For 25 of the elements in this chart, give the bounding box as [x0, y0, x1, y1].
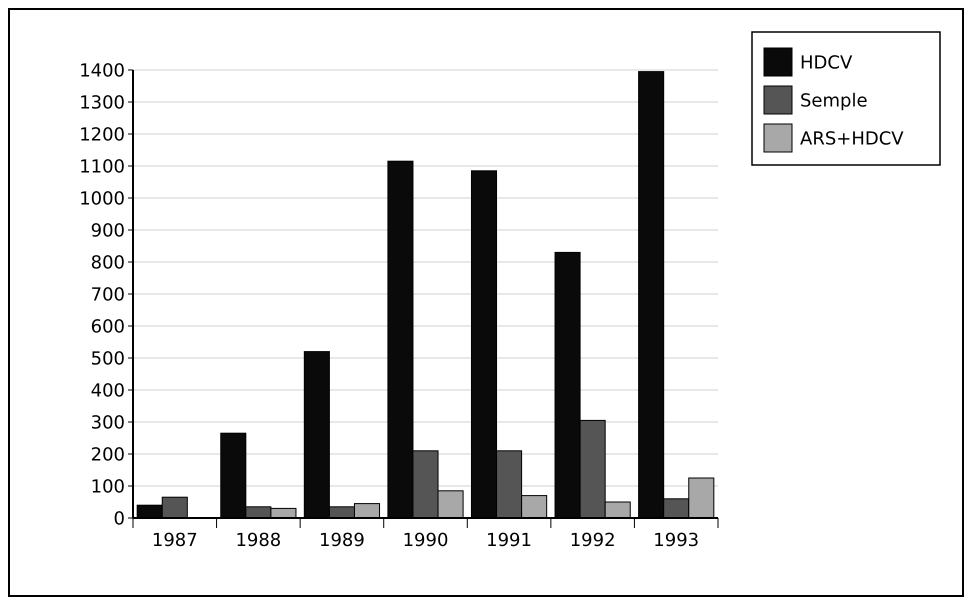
- x-tick-label: 1988: [235, 530, 282, 551]
- x-tick-label: 1989: [319, 530, 365, 551]
- y-tick-label: 0: [114, 508, 125, 530]
- legend-label: Semple: [800, 90, 868, 112]
- y-tick-label: 1400: [79, 60, 125, 82]
- y-tick-label: 600: [90, 316, 125, 338]
- x-tick-label: 1992: [570, 530, 616, 551]
- x-tick-label: 1993: [653, 530, 700, 551]
- legend-label: ARS+HDCV: [800, 128, 904, 150]
- y-tick-label: 1300: [79, 92, 125, 114]
- x-tick-label: 1990: [402, 530, 448, 551]
- y-tick-label: 200: [90, 444, 125, 466]
- y-tick-label: 700: [90, 284, 125, 306]
- legend-label: HDCV: [800, 52, 853, 74]
- x-tick-label: 1991: [486, 530, 532, 551]
- y-tick-label: 300: [90, 412, 125, 434]
- y-tick-label: 1000: [79, 188, 125, 210]
- y-tick-label: 1200: [79, 124, 125, 146]
- y-tick-label: 100: [90, 476, 125, 498]
- y-tick-label: 800: [90, 252, 125, 274]
- y-tick-label: 500: [90, 348, 125, 370]
- x-tick-label: 1987: [152, 530, 198, 551]
- y-tick-label: 400: [90, 380, 125, 402]
- y-tick-label: 900: [90, 220, 125, 242]
- y-tick-label: 1100: [79, 156, 125, 178]
